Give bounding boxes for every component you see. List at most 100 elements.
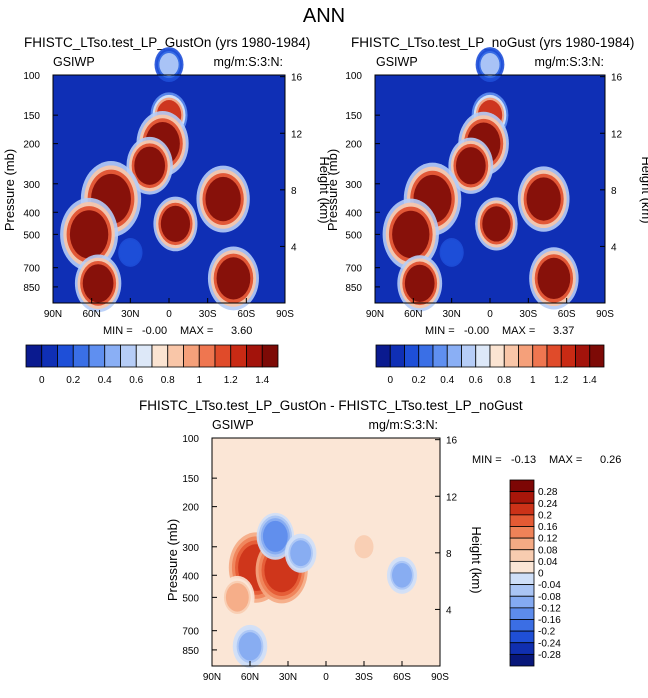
colorbar-swatch <box>214 344 232 368</box>
colorbar-swatch <box>560 344 576 368</box>
colorbar-label: -0.2 <box>538 627 556 638</box>
colorbar-swatch <box>509 642 535 655</box>
colorbar-swatch <box>575 344 591 368</box>
x-tick-label: 90S <box>276 309 294 320</box>
colorbar-swatch <box>509 595 535 609</box>
colorbar-label: 1.2 <box>224 375 238 386</box>
data-blob <box>354 535 374 559</box>
colorbar-swatch <box>509 653 535 667</box>
y2-tick-label: 16 <box>446 436 458 447</box>
y-axis-label: Pressure (mb) <box>325 149 340 231</box>
y-axis-label: Pressure (mb) <box>165 519 180 601</box>
y-tick-label: 150 <box>23 111 40 122</box>
x-tick-label: 30N <box>442 309 460 320</box>
colorbar-swatch <box>509 572 535 586</box>
x-tick-label: 30S <box>519 309 537 320</box>
colorbar-swatch <box>57 344 74 368</box>
panel-gust-on: FHISTC_LTso.test_LP_GustOn (yrs 1980-198… <box>2 35 332 386</box>
data-blob <box>225 583 249 612</box>
colorbar-swatch <box>230 344 247 368</box>
y-tick-label: 500 <box>345 230 362 241</box>
x-tick-label: 60N <box>82 309 100 320</box>
colorbar-swatch <box>446 344 462 368</box>
data-blob <box>134 146 166 185</box>
colorbar-swatch <box>41 344 58 368</box>
x-tick-label: 90N <box>44 309 62 320</box>
colorbar-label: 0.16 <box>538 522 558 533</box>
x-tick-label: 0 <box>323 672 329 683</box>
max-label: MAX = <box>502 325 535 337</box>
colorbar-label: 1.2 <box>554 375 568 386</box>
colorbar: 0 0.2 0.4 0.6 0.8 1 1.2 1.4 <box>25 344 279 386</box>
y-axis-label: Pressure (mb) <box>2 149 17 231</box>
colorbar-swatch <box>167 344 184 368</box>
colorbar-swatch <box>509 560 535 574</box>
panel-title: FHISTC_LTso.test_LP_GustOn - FHISTC_LTso… <box>139 398 523 413</box>
data-blob <box>480 52 500 77</box>
y-tick-label: 850 <box>182 646 199 657</box>
x-tick-label: 0 <box>166 309 172 320</box>
colorbar-swatch <box>509 537 535 551</box>
colorbar-swatch <box>88 344 106 368</box>
colorbar-swatch <box>389 344 405 368</box>
colorbar-label: 0.08 <box>538 545 558 556</box>
colorbar-swatch <box>509 607 535 620</box>
panel-title: FHISTC_LTso.test_LP_noGust (yrs 1980-198… <box>351 35 634 50</box>
colorbar-swatch <box>509 619 535 632</box>
data-blob <box>69 210 109 259</box>
colorbar-label: -0.12 <box>538 603 561 614</box>
panel-title: FHISTC_LTso.test_LP_GustOn (yrs 1980-198… <box>24 35 310 50</box>
data-blob <box>122 242 139 262</box>
colorbar-label: -0.04 <box>538 580 561 591</box>
colorbar-label: 0.6 <box>129 375 143 386</box>
colorbar-label: 0.12 <box>538 534 558 545</box>
y-tick-label: 500 <box>182 593 199 604</box>
panel-difference: FHISTC_LTso.test_LP_GustOn - FHISTC_LTso… <box>139 398 621 683</box>
variable-label: GSIWP <box>212 418 254 432</box>
data-blob <box>262 520 288 552</box>
min-label: MIN = <box>472 454 502 466</box>
x-tick-label: 60S <box>237 309 255 320</box>
colorbar-swatch <box>509 630 535 644</box>
colorbar-label: 0.6 <box>469 375 483 386</box>
x-tick-label: 30S <box>199 309 217 320</box>
y-tick-label: 700 <box>345 264 362 275</box>
colorbar-label: -0.28 <box>538 650 561 661</box>
y2-tick-label: 12 <box>446 492 458 503</box>
colorbar-swatch <box>503 344 519 368</box>
data-blob <box>443 242 460 262</box>
y-tick-label: 150 <box>345 111 362 122</box>
y-tick-label: 200 <box>182 503 199 514</box>
y2-tick-label: 8 <box>446 549 452 560</box>
colorbar-swatch <box>432 344 448 368</box>
colorbar-label: 0 <box>538 569 544 580</box>
colorbar-label: 0.24 <box>538 499 558 510</box>
variable-label: GSIWP <box>376 55 418 69</box>
colorbar-label: 0.8 <box>161 375 175 386</box>
colorbar-label: 1 <box>196 375 202 386</box>
units-label: mg/m:S:3:N: <box>214 55 283 69</box>
data-blob <box>216 257 251 300</box>
data-blob <box>482 206 511 242</box>
data-blob <box>526 177 561 221</box>
min-label: MIN = <box>103 325 133 337</box>
data-blob <box>238 632 262 661</box>
data-blob <box>404 264 435 302</box>
colorbar-label: 0.04 <box>538 557 558 568</box>
y-tick-label: 150 <box>182 474 199 485</box>
colorbar-label: 1.4 <box>583 375 597 386</box>
x-tick-label: 30N <box>279 672 297 683</box>
variable-label: GSIWP <box>53 55 95 69</box>
colorbar-label: 0.2 <box>412 375 426 386</box>
max-value: 3.60 <box>231 325 252 337</box>
y2-tick-label: 12 <box>611 129 623 140</box>
y-tick-label: 700 <box>23 264 40 275</box>
panel-no-gust: FHISTC_LTso.test_LP_noGust (yrs 1980-198… <box>325 35 648 386</box>
colorbar-swatch <box>151 344 169 368</box>
colorbar-label: 0.2 <box>66 375 80 386</box>
colorbar-label: 0.4 <box>440 375 454 386</box>
data-blob <box>392 210 430 259</box>
heatmap-plot: 90N 60N 30N 0 30S 60S 90S 100 150 200 300 400 500 700… <box>182 434 457 683</box>
colorbar-swatch <box>509 584 535 597</box>
y2-tick-label: 4 <box>291 242 297 253</box>
